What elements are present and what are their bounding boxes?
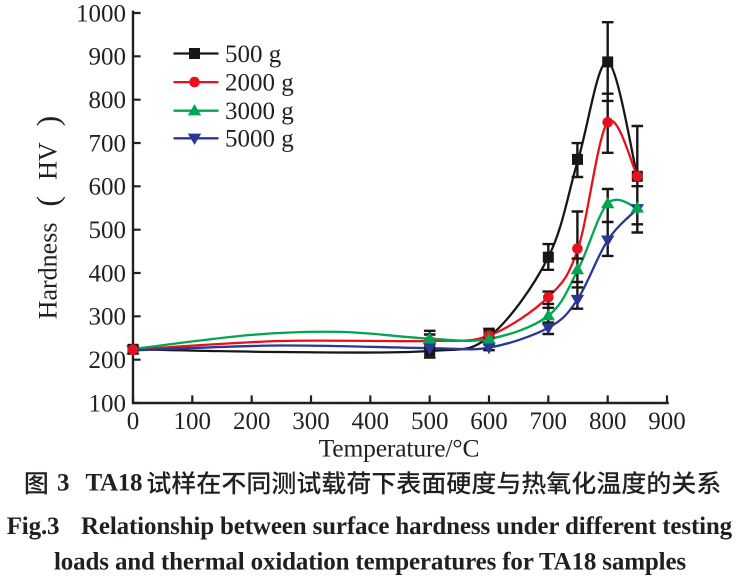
svg-text:700: 700 xyxy=(89,130,127,157)
svg-text:Temperature/°C: Temperature/°C xyxy=(319,434,480,463)
svg-text:Relationship between surface h: Relationship between surface hardness un… xyxy=(81,513,733,540)
svg-text:100: 100 xyxy=(174,408,212,435)
svg-text:1000: 1000 xyxy=(76,0,126,27)
svg-text:3000 g: 3000 g xyxy=(225,98,294,125)
svg-text:2000 g: 2000 g xyxy=(225,69,294,96)
svg-text:600: 600 xyxy=(89,174,127,201)
svg-text:0: 0 xyxy=(127,408,140,435)
svg-text:100: 100 xyxy=(89,390,127,417)
svg-text:600: 600 xyxy=(470,408,508,435)
svg-text:300: 300 xyxy=(292,408,330,435)
svg-text:800: 800 xyxy=(589,408,627,435)
svg-text:3: 3 xyxy=(57,470,70,497)
svg-text:900: 900 xyxy=(648,408,686,435)
svg-text:400: 400 xyxy=(89,260,127,287)
svg-text:Fig.3: Fig.3 xyxy=(7,513,60,540)
svg-text:loads and thermal oxidation te: loads and thermal oxidation temperatures… xyxy=(54,549,686,576)
svg-text:TA18: TA18 xyxy=(86,470,143,497)
svg-text:800: 800 xyxy=(89,87,127,114)
svg-text:5000 g: 5000 g xyxy=(225,126,294,153)
svg-text:500: 500 xyxy=(411,408,449,435)
svg-text:200: 200 xyxy=(233,408,271,435)
svg-text:900: 900 xyxy=(89,44,127,71)
svg-text:300: 300 xyxy=(89,304,127,331)
svg-text:500: 500 xyxy=(89,217,127,244)
svg-text:700: 700 xyxy=(530,408,568,435)
svg-text:500 g: 500 g xyxy=(225,41,282,68)
svg-text:200: 200 xyxy=(89,347,127,374)
svg-text:400: 400 xyxy=(352,408,390,435)
